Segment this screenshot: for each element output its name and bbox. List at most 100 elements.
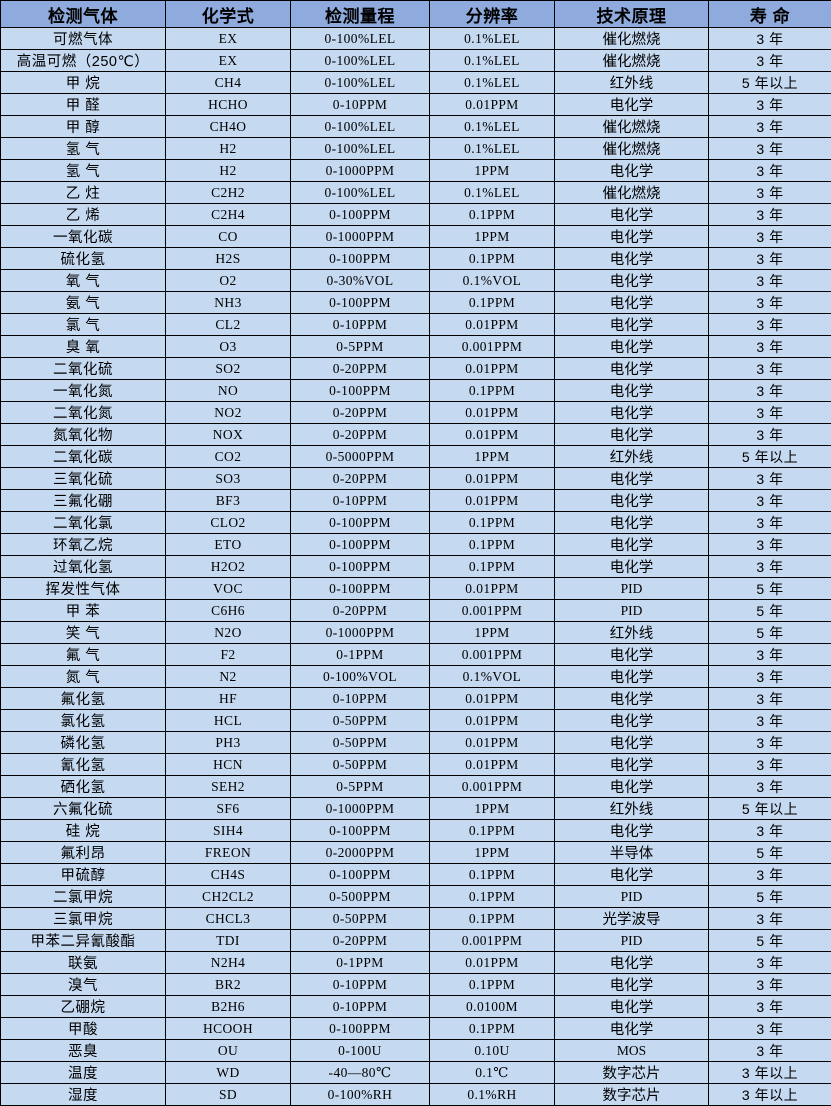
cell-resolution: 0.1%LEL bbox=[430, 72, 555, 94]
cell-technology: PID bbox=[555, 578, 709, 600]
cell-range: 0-100%LEL bbox=[291, 28, 430, 50]
cell-resolution: 0.1PPM bbox=[430, 556, 555, 578]
cell-lifespan: 3 年 bbox=[709, 996, 831, 1018]
cell-range: 0-100%LEL bbox=[291, 72, 430, 94]
header-row: 检测气体 化学式 检测量程 分辨率 技术原理 寿 命 bbox=[1, 1, 831, 28]
cell-range: 0-100PPM bbox=[291, 292, 430, 314]
cell-range: 0-10PPM bbox=[291, 314, 430, 336]
cell-technology: 催化燃烧 bbox=[555, 138, 709, 160]
cell-formula: HCL bbox=[166, 710, 291, 732]
cell-gas: 二氯甲烷 bbox=[1, 886, 166, 908]
cell-lifespan: 3 年 bbox=[709, 50, 831, 72]
cell-lifespan: 3 年 bbox=[709, 380, 831, 402]
cell-resolution: 0.0100M bbox=[430, 996, 555, 1018]
cell-lifespan: 5 年 bbox=[709, 578, 831, 600]
cell-formula: BR2 bbox=[166, 974, 291, 996]
cell-lifespan: 3 年 bbox=[709, 754, 831, 776]
cell-resolution: 0.01PPM bbox=[430, 578, 555, 600]
cell-lifespan: 3 年 bbox=[709, 644, 831, 666]
cell-formula: N2 bbox=[166, 666, 291, 688]
cell-formula: CHCL3 bbox=[166, 908, 291, 930]
cell-resolution: 0.1PPM bbox=[430, 820, 555, 842]
cell-resolution: 0.1PPM bbox=[430, 512, 555, 534]
cell-technology: 催化燃烧 bbox=[555, 116, 709, 138]
column-header-resolution: 分辨率 bbox=[430, 1, 555, 28]
cell-resolution: 0.10U bbox=[430, 1040, 555, 1062]
cell-formula: FREON bbox=[166, 842, 291, 864]
cell-formula: HCN bbox=[166, 754, 291, 776]
cell-range: 0-1PPM bbox=[291, 952, 430, 974]
cell-lifespan: 3 年 bbox=[709, 182, 831, 204]
cell-resolution: 1PPM bbox=[430, 798, 555, 820]
cell-technology: 电化学 bbox=[555, 710, 709, 732]
cell-gas: 乙 烯 bbox=[1, 204, 166, 226]
cell-gas: 湿度 bbox=[1, 1084, 166, 1106]
cell-resolution: 0.1PPM bbox=[430, 204, 555, 226]
cell-formula: ETO bbox=[166, 534, 291, 556]
cell-resolution: 0.1PPM bbox=[430, 248, 555, 270]
cell-formula: CO2 bbox=[166, 446, 291, 468]
cell-formula: C2H4 bbox=[166, 204, 291, 226]
cell-gas: 氨 气 bbox=[1, 292, 166, 314]
cell-resolution: 0.001PPM bbox=[430, 644, 555, 666]
cell-lifespan: 5 年以上 bbox=[709, 72, 831, 94]
cell-formula: H2 bbox=[166, 160, 291, 182]
cell-formula: CH4 bbox=[166, 72, 291, 94]
cell-gas: 乙硼烷 bbox=[1, 996, 166, 1018]
cell-formula: EX bbox=[166, 28, 291, 50]
cell-gas: 氢 气 bbox=[1, 160, 166, 182]
cell-resolution: 1PPM bbox=[430, 622, 555, 644]
cell-range: 0-100PPM bbox=[291, 534, 430, 556]
cell-lifespan: 3 年 bbox=[709, 336, 831, 358]
cell-resolution: 1PPM bbox=[430, 226, 555, 248]
cell-gas: 溴气 bbox=[1, 974, 166, 996]
cell-technology: 红外线 bbox=[555, 446, 709, 468]
cell-lifespan: 3 年 bbox=[709, 732, 831, 754]
cell-formula: HCOOH bbox=[166, 1018, 291, 1040]
cell-range: 0-100%LEL bbox=[291, 50, 430, 72]
cell-lifespan: 3 年 bbox=[709, 666, 831, 688]
cell-gas: 甲苯二异氰酸酯 bbox=[1, 930, 166, 952]
cell-resolution: 0.1℃ bbox=[430, 1062, 555, 1084]
cell-range: 0-100PPM bbox=[291, 864, 430, 886]
cell-formula: H2O2 bbox=[166, 556, 291, 578]
cell-technology: 催化燃烧 bbox=[555, 50, 709, 72]
cell-resolution: 0.01PPM bbox=[430, 402, 555, 424]
cell-formula: F2 bbox=[166, 644, 291, 666]
cell-formula: H2 bbox=[166, 138, 291, 160]
cell-lifespan: 3 年 bbox=[709, 314, 831, 336]
cell-gas: 过氧化氢 bbox=[1, 556, 166, 578]
cell-lifespan: 3 年 bbox=[709, 974, 831, 996]
cell-resolution: 0.1%LEL bbox=[430, 116, 555, 138]
cell-resolution: 0.1PPM bbox=[430, 908, 555, 930]
cell-gas: 挥发性气体 bbox=[1, 578, 166, 600]
cell-range: 0-20PPM bbox=[291, 600, 430, 622]
cell-range: 0-20PPM bbox=[291, 402, 430, 424]
cell-lifespan: 3 年 bbox=[709, 864, 831, 886]
cell-formula: SIH4 bbox=[166, 820, 291, 842]
cell-technology: 电化学 bbox=[555, 270, 709, 292]
cell-gas: 氟利昂 bbox=[1, 842, 166, 864]
cell-gas: 甲酸 bbox=[1, 1018, 166, 1040]
cell-resolution: 0.1PPM bbox=[430, 864, 555, 886]
cell-gas: 磷化氢 bbox=[1, 732, 166, 754]
cell-formula: N2H4 bbox=[166, 952, 291, 974]
cell-gas: 氟化氢 bbox=[1, 688, 166, 710]
cell-gas: 甲 苯 bbox=[1, 600, 166, 622]
cell-technology: 电化学 bbox=[555, 644, 709, 666]
cell-lifespan: 3 年 bbox=[709, 688, 831, 710]
cell-gas: 氧 气 bbox=[1, 270, 166, 292]
